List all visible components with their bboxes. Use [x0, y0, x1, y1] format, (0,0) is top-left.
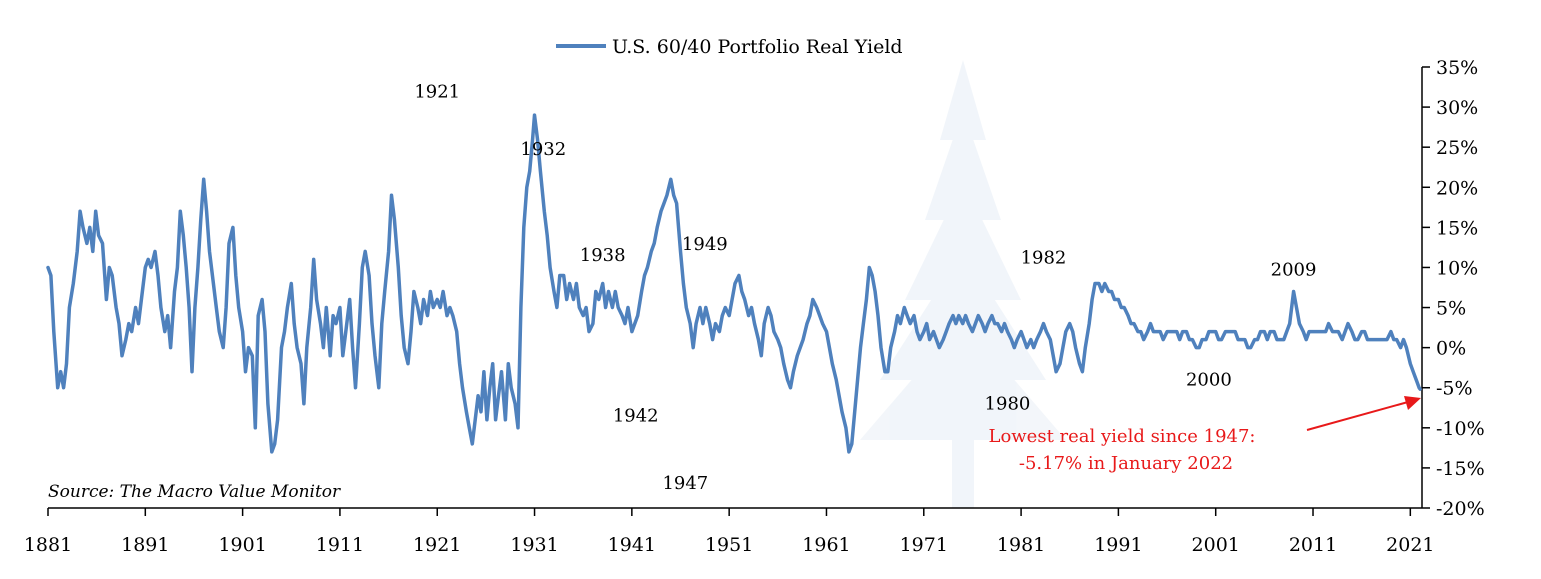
legend: U.S. 60/40 Portfolio Real Yield	[556, 36, 903, 58]
y-tick-label: -15%	[1436, 458, 1485, 480]
annotation-label: 1921	[414, 82, 460, 103]
callout-arrow	[1306, 401, 1409, 431]
y-tick-label: 25%	[1436, 137, 1478, 159]
x-tick-label: 2011	[1289, 534, 1337, 556]
x-tick-label: 1901	[218, 534, 266, 556]
year-annotations: 1921 1932 1938 1949 1982 2009 1942 1947 1980 2000	[414, 82, 1316, 495]
x-tick-label: 1941	[608, 534, 656, 556]
x-tick-label: 2021	[1386, 534, 1434, 556]
annotation-label: 1938	[580, 245, 626, 266]
y-tick-label: 0%	[1436, 338, 1466, 360]
callout-arrow-head	[1404, 396, 1421, 410]
y-tick-label: -5%	[1436, 378, 1473, 400]
annotation-label: 1942	[613, 406, 659, 427]
y-tick-label: 5%	[1436, 298, 1466, 320]
x-tick-label: 2001	[1192, 534, 1240, 556]
tree-watermark	[860, 60, 1066, 508]
x-tick-label: 1981	[997, 534, 1045, 556]
x-tick-label: 1991	[1094, 534, 1142, 556]
annotation-label: 1980	[985, 394, 1031, 415]
y-tick-label: -10%	[1436, 418, 1485, 440]
x-axis-ticks: 1881 1891 1901 1911 1921 1931 1941 1951 1961 1971…	[24, 508, 1435, 556]
x-tick-label: 1931	[510, 534, 558, 556]
legend-label: U.S. 60/40 Portfolio Real Yield	[612, 36, 903, 58]
x-tick-label: 1891	[121, 534, 169, 556]
annotation-label: 1949	[682, 234, 728, 255]
x-tick-label: 1961	[802, 534, 850, 556]
y-tick-label: 10%	[1436, 257, 1478, 279]
y-tick-label: -20%	[1436, 498, 1485, 520]
x-tick-label: 1951	[705, 534, 753, 556]
y-tick-label: 15%	[1436, 217, 1478, 239]
x-tick-label: 1881	[24, 534, 72, 556]
series-line-real-yield	[46, 113, 1422, 454]
x-tick-label: 1971	[900, 534, 948, 556]
x-tick-label: 1911	[316, 534, 364, 556]
x-tick-label: 1921	[413, 534, 461, 556]
annotation-label: 1947	[662, 473, 708, 494]
callout-line-2: -5.17% in January 2022	[1019, 453, 1233, 474]
callout-line-1: Lowest real yield since 1947:	[988, 426, 1255, 447]
annotation-label: 2009	[1271, 260, 1317, 281]
y-tick-label: 20%	[1436, 177, 1478, 199]
y-tick-label: 30%	[1436, 97, 1478, 119]
annotation-label: 1982	[1021, 247, 1067, 268]
annotation-label: 1932	[520, 139, 566, 160]
y-axis-ticks: 35% 30% 25% 20% 15% 10% 5% 0% -5% -10% -15% -20%	[1422, 57, 1485, 520]
source-label: Source: The Macro Value Monitor	[48, 482, 341, 502]
y-tick-label: 35%	[1436, 57, 1478, 79]
callout: Lowest real yield since 1947: -5.17% in …	[988, 396, 1421, 474]
annotation-label: 2000	[1186, 370, 1232, 391]
